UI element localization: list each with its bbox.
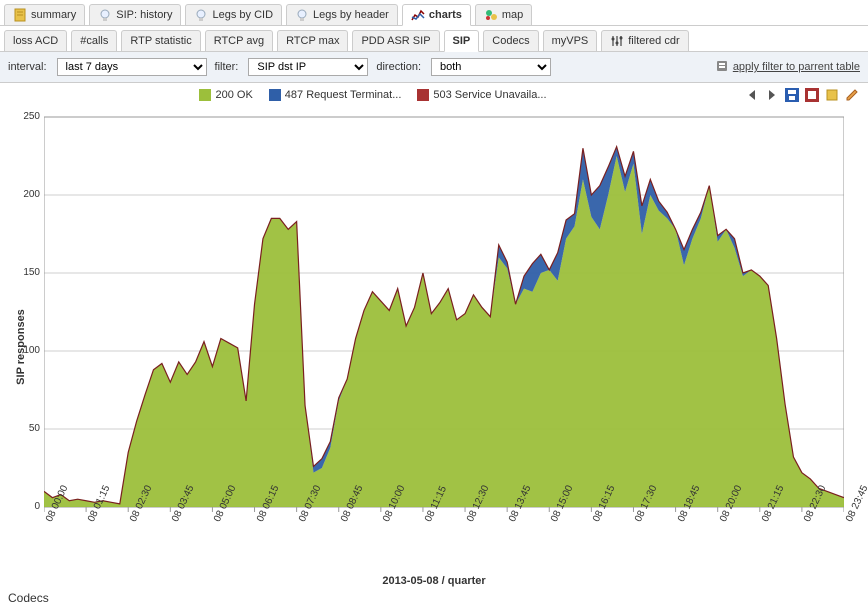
tab-label: Codecs <box>492 35 529 47</box>
direction-label: direction: <box>376 61 421 73</box>
legend-item[interactable]: 503 Service Unavaila... <box>417 89 546 101</box>
tab-label: RTCP max <box>286 35 339 47</box>
bulb-icon <box>194 8 208 22</box>
tab-label: filtered cdr <box>628 35 679 47</box>
y-tick-label: 0 <box>12 501 40 512</box>
y-tick-label: 200 <box>12 189 40 200</box>
edit-button[interactable] <box>824 87 840 103</box>
sub-tabs: loss ACD #calls RTP statistic RTCP avg RTCP … <box>0 26 868 52</box>
chart-icon-buttons <box>744 87 860 103</box>
legend-item[interactable]: 487 Request Terminat... <box>269 89 402 101</box>
pencil-button[interactable] <box>844 87 860 103</box>
tab-myvps[interactable]: myVPS <box>543 30 598 51</box>
y-tick-label: 50 <box>12 423 40 434</box>
tab-sip-history[interactable]: SIP: history <box>89 4 181 25</box>
legend-label: 487 Request Terminat... <box>285 89 402 101</box>
chart-icon <box>411 8 425 22</box>
filter-bar: interval: last 7 days filter: SIP dst IP… <box>0 52 868 83</box>
x-tick-label: 08 23:45 <box>844 484 868 524</box>
apply-filter-link[interactable]: apply filter to parrent table <box>715 59 860 76</box>
legend-item[interactable]: 200 OK <box>199 89 252 101</box>
legend-swatch <box>199 89 211 101</box>
tab--calls[interactable]: #calls <box>71 30 117 51</box>
main-tabs: summary SIP: history Legs by CID Legs by he… <box>0 0 868 26</box>
tab-rtcp-avg[interactable]: RTCP avg <box>205 30 273 51</box>
tab-label: SIP: history <box>116 9 172 21</box>
tab-label: summary <box>31 9 76 21</box>
tab-pdd-asr-sip[interactable]: PDD ASR SIP <box>352 30 439 51</box>
legend-swatch <box>417 89 429 101</box>
prev-button[interactable] <box>744 87 760 103</box>
x-axis-label: 2013-05-08 / quarter <box>382 575 485 587</box>
doc-yellow-icon <box>13 8 27 22</box>
legend-label: 200 OK <box>215 89 252 101</box>
map-icon <box>484 8 498 22</box>
tab-label: map <box>502 9 523 21</box>
tab-label: #calls <box>80 35 108 47</box>
tab-charts[interactable]: charts <box>402 4 471 26</box>
interval-label: interval: <box>8 61 47 73</box>
tab-legs-by-cid[interactable]: Legs by CID <box>185 4 282 25</box>
tab-filtered-cdr[interactable]: filtered cdr <box>601 30 688 51</box>
tab-loss-acd[interactable]: loss ACD <box>4 30 67 51</box>
tab-label: SIP <box>453 35 471 47</box>
legend-swatch <box>269 89 281 101</box>
codecs-section-title: Codecs <box>0 587 868 609</box>
chart-legend: 200 OK 487 Request Terminat... 503 Service… <box>199 89 546 101</box>
chart-toolbar: 200 OK 487 Request Terminat... 503 Service… <box>0 83 868 107</box>
tab-map[interactable]: map <box>475 4 532 25</box>
print-button[interactable] <box>804 87 820 103</box>
direction-select[interactable]: both <box>431 58 551 76</box>
tab-rtp-statistic[interactable]: RTP statistic <box>121 30 200 51</box>
bulb-icon <box>295 8 309 22</box>
legend-label: 503 Service Unavaila... <box>433 89 546 101</box>
tab-legs-by-header[interactable]: Legs by header <box>286 4 398 25</box>
y-tick-label: 150 <box>12 267 40 278</box>
save-button[interactable] <box>784 87 800 103</box>
filter-select[interactable]: SIP dst IP <box>248 58 368 76</box>
bulb-icon <box>98 8 112 22</box>
tab-label: PDD ASR SIP <box>361 35 430 47</box>
tab-rtcp-max[interactable]: RTCP max <box>277 30 348 51</box>
filter-label: filter: <box>215 61 239 73</box>
y-tick-label: 250 <box>12 111 40 122</box>
next-button[interactable] <box>764 87 780 103</box>
tab-label: loss ACD <box>13 35 58 47</box>
tab-label: charts <box>429 9 462 21</box>
interval-select[interactable]: last 7 days <box>57 58 207 76</box>
tab-sip[interactable]: SIP <box>444 30 480 52</box>
chart-area: SIP responses 2013-05-08 / quarter 05010… <box>4 107 864 587</box>
tab-label: myVPS <box>552 35 589 47</box>
tab-label: RTP statistic <box>130 35 191 47</box>
tab-label: Legs by header <box>313 9 389 21</box>
tab-codecs[interactable]: Codecs <box>483 30 538 51</box>
tab-label: RTCP avg <box>214 35 264 47</box>
tab-summary[interactable]: summary <box>4 4 85 25</box>
y-tick-label: 100 <box>12 345 40 356</box>
tab-label: Legs by CID <box>212 9 273 21</box>
filter-icon <box>610 34 624 48</box>
apply-filter-label: apply filter to parrent table <box>733 61 860 73</box>
apply-icon <box>715 59 729 76</box>
